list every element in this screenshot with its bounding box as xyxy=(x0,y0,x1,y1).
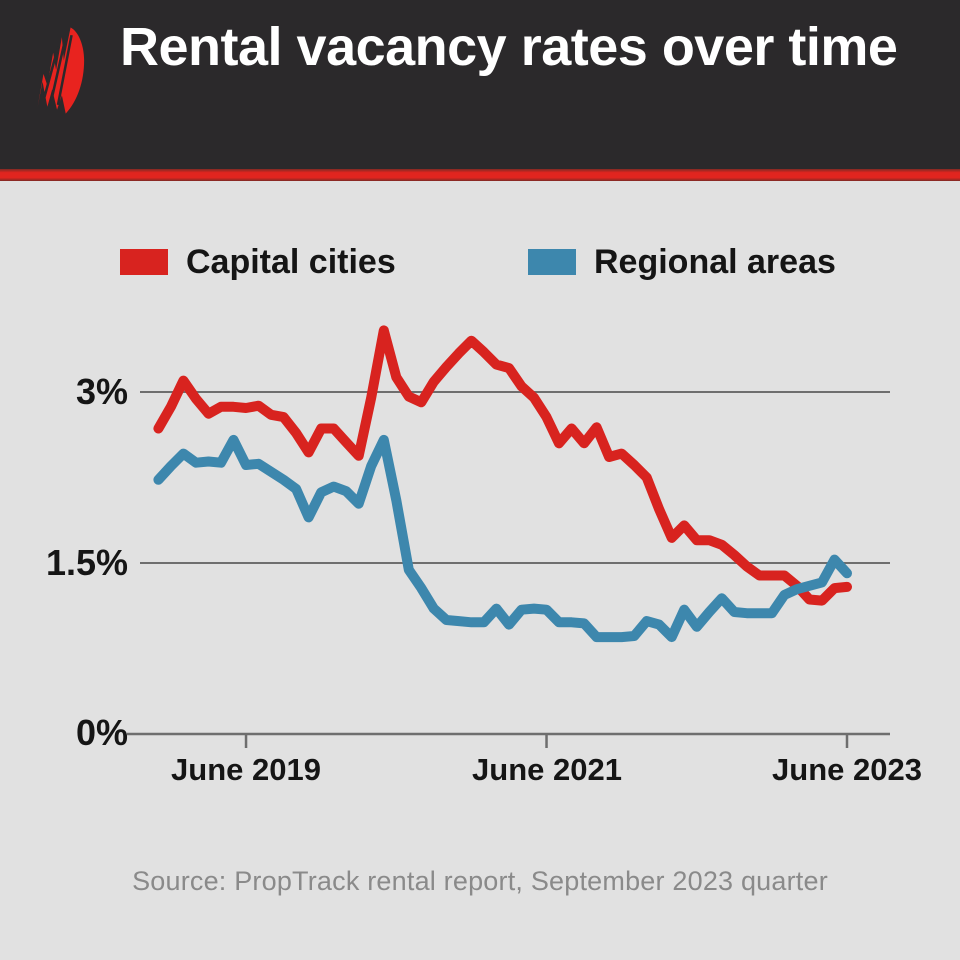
y-axis-label-3pct: 3% xyxy=(75,371,128,412)
legend-label-regional-areas: Regional areas xyxy=(594,243,836,281)
legend-item-capital-cities: Capital cities xyxy=(120,243,396,281)
page-title: Rental vacancy rates over time xyxy=(120,17,898,77)
accent-bar xyxy=(0,169,960,181)
x-axis-label-june-2023: June 2023 xyxy=(772,752,922,787)
y-axis-label-1-5pct: 1.5% xyxy=(45,542,128,583)
source-text: Source: PropTrack rental report, Septemb… xyxy=(132,866,828,896)
legend-item-regional-areas: Regional areas xyxy=(528,243,836,281)
x-axis-label-june-2019: June 2019 xyxy=(171,752,321,787)
sbs-logo-icon xyxy=(37,27,85,114)
legend-swatch-capital-cities xyxy=(120,249,168,275)
x-axis-label-june-2021: June 2021 xyxy=(472,752,622,787)
legend-swatch-regional-areas xyxy=(528,249,576,275)
legend-label-capital-cities: Capital cities xyxy=(186,243,396,281)
header: Rental vacancy rates over time xyxy=(0,0,960,169)
y-axis-label-0pct: 0% xyxy=(75,712,128,753)
